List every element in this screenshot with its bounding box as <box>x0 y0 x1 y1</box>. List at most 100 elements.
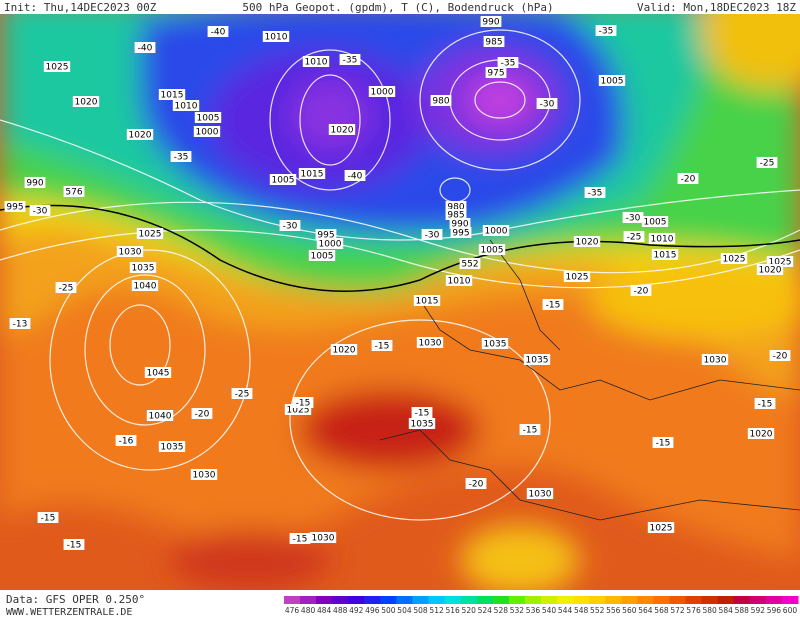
label-box <box>172 100 200 111</box>
label-box <box>115 435 137 446</box>
map-label: 1030 <box>529 490 552 500</box>
map-label: 576 <box>65 188 82 198</box>
label-box <box>413 295 441 306</box>
map-label: 990 <box>482 18 499 28</box>
label-box <box>129 262 157 273</box>
label-box <box>766 256 794 267</box>
label-box <box>416 337 444 348</box>
map-label: 995 <box>317 231 334 241</box>
label-box <box>4 201 26 212</box>
label-box <box>756 157 778 168</box>
colorbar: 476 480 484 488 492 496 500 504 508 512 516 520 524 5… <box>284 596 799 615</box>
colorbar-label: 584 <box>719 606 734 615</box>
map-label: 1015 <box>301 170 324 180</box>
map-label: -20 <box>681 175 696 185</box>
label-box <box>584 187 606 198</box>
label-box <box>756 264 784 275</box>
map-label: 1020 <box>750 430 773 440</box>
label-box <box>497 57 519 68</box>
label-box <box>519 424 541 435</box>
map-label: 1025 <box>650 524 673 534</box>
map-label: 1045 <box>147 369 170 379</box>
map-label: 1035 <box>411 420 434 430</box>
map-title: 500 hPa Geopot. (gpdm), T (C), Bodendruc… <box>242 1 553 14</box>
label-box <box>24 177 46 188</box>
map-label: -15 <box>67 541 82 551</box>
colorbar-label: 476 <box>285 606 300 615</box>
map-label: 1000 <box>485 227 508 237</box>
site-url: WWW.WETTERZENTRALE.DE <box>6 607 132 618</box>
map-label: 1025 <box>566 273 589 283</box>
label-box <box>63 186 85 197</box>
map-label: 1005 <box>311 252 334 262</box>
colorbar-swatch <box>781 596 799 604</box>
label-box <box>284 404 312 415</box>
map-label: -30 <box>626 214 641 224</box>
map-label: 1005 <box>272 176 295 186</box>
map-label: 980 <box>447 203 464 213</box>
colorbar-label: 484 <box>317 606 332 615</box>
label-box <box>450 227 472 238</box>
colorbar-swatch <box>348 596 365 604</box>
map-label: -30 <box>425 231 440 241</box>
map-label: 1005 <box>644 218 667 228</box>
label-box <box>647 522 675 533</box>
label-box <box>339 54 361 65</box>
colorbar-swatch <box>621 596 638 604</box>
map-label: 1010 <box>265 33 288 43</box>
label-box <box>262 31 290 42</box>
colorbar-swatch <box>589 596 606 604</box>
label-box <box>652 437 674 448</box>
map-label: -15 <box>296 399 311 409</box>
map-label: 1005 <box>481 246 504 256</box>
colorbar-swatch <box>380 596 397 604</box>
colorbar-label: 520 <box>462 606 477 615</box>
map-label: 1030 <box>193 471 216 481</box>
colorbar-swatch <box>701 596 719 604</box>
label-box <box>131 280 159 291</box>
label-box <box>37 512 59 523</box>
map-label: -40 <box>348 172 363 182</box>
colorbar-swatch <box>765 596 783 604</box>
map-label: 1020 <box>75 98 98 108</box>
label-box <box>445 275 473 286</box>
map-label: 1035 <box>161 443 184 453</box>
data-source: Data: GFS OPER 0.250° <box>6 593 145 606</box>
label-box <box>191 408 213 419</box>
colorbar-label: 560 <box>622 606 637 615</box>
map-label: -40 <box>211 28 226 38</box>
label-box <box>136 228 164 239</box>
label-box <box>316 238 344 249</box>
map-label: 1000 <box>371 88 394 98</box>
label-box <box>630 285 652 296</box>
map-label: 1020 <box>759 266 782 276</box>
colorbar-label: 504 <box>397 606 412 615</box>
map-label: 1005 <box>197 114 220 124</box>
label-box <box>116 246 144 257</box>
colorbar-swatch <box>669 596 687 604</box>
map-label: 990 <box>451 220 468 230</box>
label-box <box>526 488 554 499</box>
colorbar-label: 568 <box>654 606 669 615</box>
label-box <box>371 340 393 351</box>
map-label: -20 <box>195 410 210 420</box>
map-label: -15 <box>41 514 56 524</box>
label-box <box>134 42 156 53</box>
label-box <box>595 25 617 36</box>
map-label: 1035 <box>132 264 155 274</box>
label-box <box>482 225 510 236</box>
label-box <box>43 61 71 72</box>
label-box <box>701 354 729 365</box>
map-label: 1000 <box>196 128 219 138</box>
colorbar-label: 552 <box>590 606 605 615</box>
map-label: 995 <box>6 203 23 213</box>
colorbar-label: 488 <box>333 606 348 615</box>
label-box <box>408 418 436 429</box>
map-label: 1010 <box>448 277 471 287</box>
map-label: -35 <box>588 189 603 199</box>
map-label: -15 <box>758 400 773 410</box>
label-box <box>231 388 253 399</box>
colorbar-label: 588 <box>735 606 750 615</box>
label-box <box>146 410 174 421</box>
